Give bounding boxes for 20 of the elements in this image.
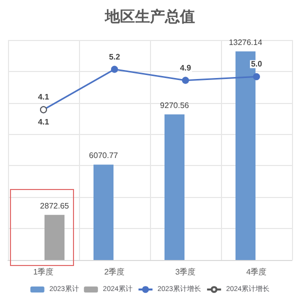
point — [253, 73, 260, 80]
data-label: 5.2 — [108, 52, 121, 62]
data-label: 4.1 — [38, 92, 50, 102]
data-label: 13276.14 — [228, 38, 263, 47]
x-tick-label: 2季度 — [104, 268, 125, 276]
point — [111, 66, 118, 73]
bar — [94, 164, 114, 260]
chart-title: 地区生产总值 — [104, 8, 195, 26]
point — [182, 76, 189, 84]
data-label: 2872.65 — [40, 201, 70, 210]
data-label: 9270.56 — [160, 100, 190, 110]
bar — [164, 114, 184, 260]
data-label: 4.9 — [180, 63, 192, 72]
data-label: 4.1 — [38, 118, 50, 127]
x-tick-label: 3季度 — [175, 268, 196, 276]
data-label: 6070.77 — [89, 151, 119, 160]
x-tick-label: 4季度 — [246, 268, 267, 276]
data-label: 5.0 — [250, 60, 263, 69]
x-tick-label: 1季度 — [33, 268, 54, 276]
bar — [44, 214, 64, 260]
